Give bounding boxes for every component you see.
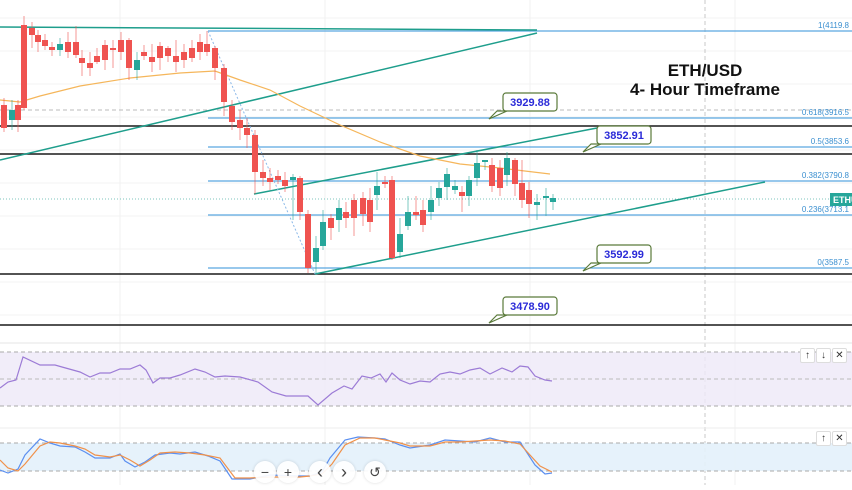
arrow-up-icon: ↑ xyxy=(821,432,826,444)
minus-icon: − xyxy=(260,464,270,480)
svg-text:0.236(3713.1: 0.236(3713.1 xyxy=(802,205,850,214)
rsi-move-up-button[interactable]: ↑ xyxy=(800,348,815,363)
svg-text:0.5(3853.6: 0.5(3853.6 xyxy=(811,137,850,146)
stoch-close-button[interactable]: ✕ xyxy=(832,431,847,446)
arrow-down-icon: ↓ xyxy=(821,349,826,361)
svg-text:0.618(3916.5: 0.618(3916.5 xyxy=(802,108,850,117)
svg-text:0.382(3790.8: 0.382(3790.8 xyxy=(802,171,850,180)
close-icon: ✕ xyxy=(835,349,844,361)
plus-icon: + xyxy=(283,464,293,480)
reset-icon: ↺ xyxy=(369,463,381,480)
chart-title-block: ETH/USD 4- Hour Timeframe xyxy=(615,61,795,99)
svg-text:3929.88: 3929.88 xyxy=(510,97,550,109)
svg-text:1(4119.8: 1(4119.8 xyxy=(818,21,850,30)
scroll-left-button[interactable]: ‹ xyxy=(309,461,331,483)
scroll-right-button[interactable]: › xyxy=(333,461,355,483)
chevron-right-icon: › xyxy=(341,461,347,482)
svg-text:3592.99: 3592.99 xyxy=(604,249,644,261)
zoom-in-button[interactable]: + xyxy=(277,461,299,483)
chart-title: ETH/USD xyxy=(667,61,743,80)
close-icon: ✕ xyxy=(835,432,844,444)
svg-text:ETHU: ETHU xyxy=(833,195,852,205)
reset-chart-button[interactable]: ↺ xyxy=(364,461,386,483)
zoom-out-button[interactable]: − xyxy=(254,461,276,483)
svg-text:0(3587.5: 0(3587.5 xyxy=(817,258,849,267)
svg-text:3478.90: 3478.90 xyxy=(510,301,550,313)
chart-subtitle: 4- Hour Timeframe xyxy=(630,80,780,99)
rsi-move-down-button[interactable]: ↓ xyxy=(816,348,831,363)
svg-text:3852.91: 3852.91 xyxy=(604,130,644,142)
rsi-close-button[interactable]: ✕ xyxy=(832,348,847,363)
stoch-move-up-button[interactable]: ↑ xyxy=(816,431,831,446)
chevron-left-icon: ‹ xyxy=(317,461,323,482)
arrow-up-icon: ↑ xyxy=(805,349,810,361)
